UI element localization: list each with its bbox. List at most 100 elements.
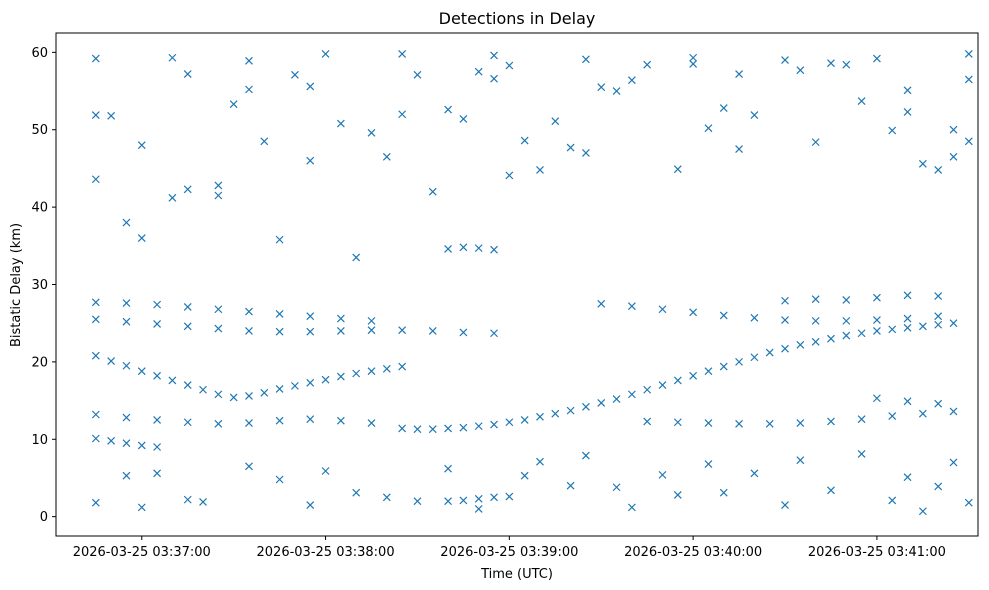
data-point bbox=[153, 300, 162, 309]
data-point bbox=[490, 420, 498, 429]
data-point bbox=[367, 128, 376, 137]
data-point bbox=[857, 450, 866, 458]
data-point bbox=[735, 145, 744, 154]
data-point bbox=[214, 324, 223, 333]
data-point bbox=[290, 70, 299, 79]
data-point bbox=[245, 419, 253, 427]
data-point bbox=[627, 503, 636, 512]
data-point bbox=[306, 501, 315, 509]
data-point bbox=[336, 416, 345, 425]
y-axis-ticks: 0 10 20 30 40 50 60 bbox=[31, 46, 56, 525]
data-point bbox=[934, 399, 943, 408]
data-point bbox=[765, 348, 774, 357]
data-point bbox=[306, 312, 315, 321]
data-point bbox=[827, 334, 835, 343]
data-point bbox=[903, 108, 912, 116]
data-point bbox=[474, 504, 483, 513]
data-point bbox=[536, 412, 544, 421]
x-tick-label: 2026-03-25 03:37:00 bbox=[73, 545, 211, 560]
data-point bbox=[673, 165, 682, 174]
data-point bbox=[122, 299, 131, 307]
data-point bbox=[444, 244, 453, 253]
data-point bbox=[796, 456, 805, 465]
data-point bbox=[964, 137, 973, 146]
data-point bbox=[444, 464, 453, 473]
data-point bbox=[581, 402, 590, 411]
data-point bbox=[260, 388, 269, 397]
data-point bbox=[214, 305, 223, 314]
data-point bbox=[306, 82, 315, 91]
data-point bbox=[229, 100, 238, 109]
data-point bbox=[581, 55, 590, 64]
data-point bbox=[627, 76, 636, 85]
data-point bbox=[122, 413, 131, 422]
data-point bbox=[612, 483, 621, 492]
data-point bbox=[781, 316, 789, 325]
data-point bbox=[903, 473, 912, 482]
data-point bbox=[934, 312, 943, 321]
data-point bbox=[490, 245, 498, 254]
data-point bbox=[91, 434, 100, 443]
data-point bbox=[199, 498, 207, 506]
data-point bbox=[137, 503, 146, 512]
data-point bbox=[888, 496, 897, 505]
data-point bbox=[398, 326, 407, 335]
data-point bbox=[643, 417, 652, 426]
data-point bbox=[275, 327, 284, 336]
data-point bbox=[352, 369, 361, 378]
data-point bbox=[91, 410, 100, 419]
data-point bbox=[428, 187, 437, 196]
y-tick-label: 0 bbox=[40, 510, 48, 525]
data-point bbox=[153, 469, 162, 478]
data-point bbox=[214, 390, 223, 399]
data-point bbox=[673, 376, 682, 385]
data-point bbox=[719, 488, 728, 497]
data-point bbox=[934, 320, 943, 329]
data-point bbox=[474, 67, 483, 76]
data-point bbox=[842, 331, 851, 340]
data-point bbox=[658, 305, 667, 314]
data-point bbox=[673, 418, 682, 427]
data-point bbox=[245, 56, 253, 65]
data-point bbox=[183, 303, 192, 311]
data-point bbox=[275, 416, 284, 425]
data-point bbox=[505, 61, 514, 70]
data-point bbox=[336, 119, 345, 128]
data-point bbox=[91, 175, 100, 184]
data-point bbox=[689, 53, 698, 62]
data-point bbox=[704, 124, 713, 133]
data-point bbox=[872, 54, 881, 63]
x-tick-label: 2026-03-25 03:41:00 bbox=[808, 545, 946, 560]
data-point bbox=[704, 419, 713, 427]
data-point bbox=[857, 329, 866, 338]
plot-frame bbox=[55, 32, 979, 537]
data-point bbox=[566, 143, 575, 152]
data-point bbox=[842, 60, 851, 69]
data-point bbox=[122, 218, 131, 227]
data-point bbox=[827, 59, 835, 68]
data-point bbox=[137, 234, 146, 242]
data-point bbox=[91, 298, 100, 307]
data-point bbox=[949, 458, 958, 467]
data-point bbox=[382, 364, 391, 373]
data-point bbox=[520, 415, 529, 424]
data-point bbox=[796, 340, 805, 349]
data-point bbox=[245, 462, 253, 471]
data-point bbox=[153, 320, 162, 328]
data-point bbox=[888, 126, 897, 135]
data-point bbox=[183, 185, 192, 194]
data-point bbox=[872, 394, 881, 403]
data-point bbox=[704, 460, 713, 468]
data-point bbox=[811, 138, 820, 147]
data-point bbox=[857, 415, 866, 424]
data-point bbox=[459, 328, 468, 337]
data-point bbox=[750, 313, 759, 322]
data-point bbox=[719, 362, 728, 371]
data-point bbox=[689, 60, 698, 68]
data-point bbox=[551, 117, 560, 126]
data-point bbox=[352, 488, 361, 497]
data-point bbox=[735, 70, 744, 78]
x-axis-label: Time (UTC) bbox=[480, 567, 553, 582]
data-point bbox=[183, 70, 192, 78]
